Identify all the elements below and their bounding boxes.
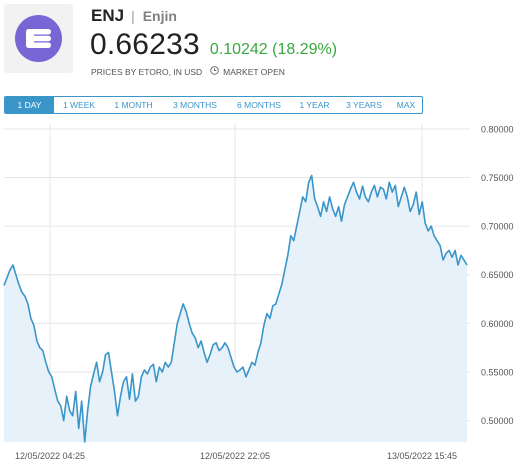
asset-ticker: ENJ xyxy=(91,6,125,25)
price-change: 0.10242 (18.29%) xyxy=(209,41,338,58)
asset-name: Enjin xyxy=(142,8,177,24)
y-tick-label: 0.70000 xyxy=(481,222,514,232)
price-line xyxy=(3,174,468,443)
x-tick-label: 12/05/2022 04:25 xyxy=(15,451,85,461)
asset-logo xyxy=(4,4,73,73)
y-tick-label: 0.50000 xyxy=(481,416,514,426)
current-price: 0.66233 xyxy=(90,28,200,61)
y-tick-label: 0.75000 xyxy=(481,173,514,183)
market-status: MARKET OPEN xyxy=(223,66,285,77)
price-row: 0.66233 0.10242 (18.29%) xyxy=(90,28,337,62)
y-tick-label: 0.55000 xyxy=(481,367,514,377)
y-tick-label: 0.60000 xyxy=(481,319,514,329)
price-chart: 0.80000 0.75000 0.70000 0.65000 0.60000 0.550… xyxy=(3,124,514,461)
clock-icon xyxy=(210,66,219,77)
x-tick-label: 13/05/2022 15:45 xyxy=(387,451,457,461)
range-1-month-button[interactable]: 1 MONTH xyxy=(114,100,153,110)
x-tick-label: 12/05/2022 22:05 xyxy=(200,451,270,461)
time-range-selector: 1 DAY 1 WEEK 1 MONTH 3 MONTHS 6 MONTHS 1 YEAR… xyxy=(4,96,423,114)
range-1-week-button[interactable]: 1 WEEK xyxy=(62,100,96,110)
range-3-months-button[interactable]: 3 MONTHS xyxy=(173,100,217,110)
range-1-year-button[interactable]: 1 YEAR xyxy=(299,100,330,110)
range-max-button[interactable]: MAX xyxy=(396,100,416,110)
price-area-fill xyxy=(4,175,467,442)
range-6-months-button[interactable]: 6 MONTHS xyxy=(237,100,281,110)
enjin-logo-icon xyxy=(15,15,62,62)
range-3-years-button[interactable]: 3 YEARS xyxy=(346,100,382,110)
asset-header: ENJ | Enjin xyxy=(91,6,177,26)
y-tick-label: 0.65000 xyxy=(481,270,514,280)
price-source: PRICES BY ETORO, IN USD xyxy=(91,66,203,77)
header-separator: | xyxy=(131,8,135,24)
y-tick-label: 0.80000 xyxy=(481,124,514,134)
range-1-day-button[interactable]: 1 DAY xyxy=(5,97,54,113)
price-meta: PRICES BY ETORO, IN USD MARKET OPEN xyxy=(91,66,285,77)
